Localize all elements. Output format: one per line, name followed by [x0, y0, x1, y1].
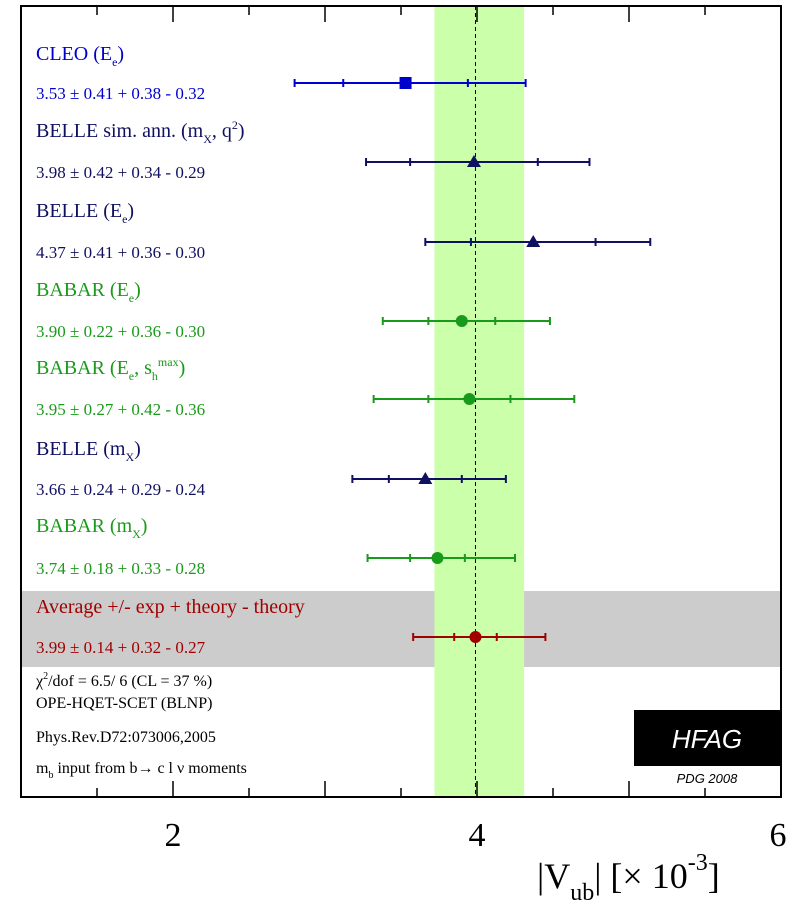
- central-value-marker: [431, 552, 444, 564]
- mb-input-footnote: mb input from b→ c l ν moments: [36, 760, 247, 781]
- measurement-name: BABAR (Ee): [36, 279, 141, 305]
- measurement-value: 4.37 ± 0.41 + 0.36 - 0.30: [36, 243, 205, 262]
- measurement-name: CLEO (Ee): [36, 43, 124, 69]
- x-tick-label: 2: [165, 817, 182, 854]
- x-axis-ticks: [96, 6, 706, 797]
- measurement-value: 3.53 ± 0.41 + 0.38 - 0.32: [36, 84, 205, 103]
- method-footnote: OPE-HQET-SCET (BLNP): [36, 695, 212, 712]
- average-row-band: [21, 591, 781, 667]
- measurement-name: BABAR (mX): [36, 515, 147, 541]
- measurement-points: [293, 77, 652, 643]
- central-value-marker: [526, 235, 541, 247]
- central-value-marker: [466, 155, 481, 167]
- hfag-logo-text: HFAG: [672, 724, 742, 754]
- average-uncertainty-band: [434, 6, 525, 797]
- reference-footnote: Phys.Rev.D72:073006,2005: [36, 729, 216, 746]
- pdg-year-label: PDG 2008: [677, 771, 738, 786]
- chi2-footnote: χ2/dof = 6.5/ 6 (CL = 37 %): [35, 671, 212, 690]
- measurement-name: BELLE (mX): [36, 438, 141, 464]
- central-value-marker: [418, 472, 433, 484]
- central-value-marker: [463, 393, 476, 405]
- central-value-marker: [399, 77, 412, 89]
- central-value-marker: [469, 631, 482, 643]
- x-tick-label: 6: [770, 817, 787, 854]
- hfag-logo-box: [634, 710, 781, 766]
- x-axis-title: |Vub| [× 10-3]: [537, 850, 720, 906]
- central-value-marker: [455, 315, 468, 327]
- measurement-value: 3.74 ± 0.18 + 0.33 - 0.28: [36, 559, 205, 578]
- measurement-name: BELLE (Ee): [36, 200, 134, 226]
- measurement-labels: CLEO (Ee) 3.53 ± 0.41 + 0.38 - 0.32 BELLE …: [36, 43, 305, 657]
- x-axis-tick-labels: 2 4 6: [165, 817, 787, 854]
- measurement-value: 3.90 ± 0.22 + 0.36 - 0.30: [36, 322, 205, 341]
- measurement-name: Average +/- exp + theory - theory: [36, 596, 305, 618]
- measurement-value: 3.95 ± 0.27 + 0.42 - 0.36: [36, 400, 205, 419]
- measurement-value: 3.98 ± 0.42 + 0.34 - 0.29: [36, 163, 205, 182]
- measurement-value: 3.99 ± 0.14 + 0.32 - 0.27: [36, 638, 206, 657]
- measurement-name: BELLE sim. ann. (mX, q2): [36, 118, 245, 146]
- x-tick-label: 4: [469, 817, 486, 854]
- measurement-value: 3.66 ± 0.24 + 0.29 - 0.24: [36, 480, 206, 499]
- measurement-name: BABAR (Ee, shmax): [36, 355, 185, 383]
